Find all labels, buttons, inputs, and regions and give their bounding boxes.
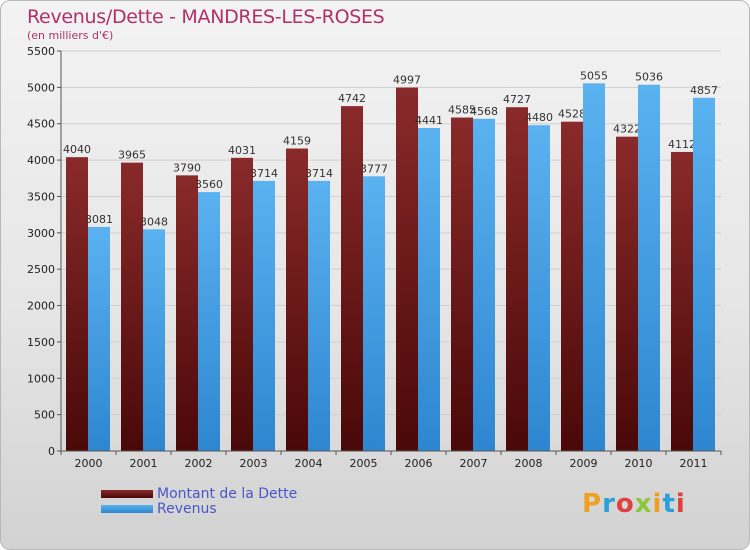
- logo-letter: x: [634, 489, 653, 519]
- data-label-revenus: 5036: [635, 71, 663, 84]
- logo-letter: i: [652, 489, 663, 519]
- data-label-dette: 4112: [668, 138, 696, 151]
- logo-letter: i: [675, 489, 686, 519]
- chart-subtitle: (en milliers d'€): [27, 29, 114, 42]
- proxiti-logo: Proxiti: [582, 489, 686, 519]
- bar-dette: [451, 117, 473, 451]
- x-tick-label: 2008: [515, 457, 543, 470]
- x-tick-label: 2011: [680, 457, 708, 470]
- bar-dette: [561, 121, 583, 451]
- y-tick-label: 1500: [27, 336, 55, 349]
- bar-revenus: [693, 97, 715, 451]
- y-tick-label: 500: [34, 409, 55, 422]
- logo-letter: o: [615, 489, 635, 519]
- legend-swatch-revenus: [101, 505, 153, 513]
- data-label-dette: 3790: [173, 161, 201, 174]
- data-label-revenus: 4857: [690, 84, 718, 97]
- data-label-revenus: 3048: [140, 215, 168, 228]
- data-label-revenus: 3081: [85, 213, 113, 226]
- y-tick-label: 2500: [27, 263, 55, 276]
- bar-revenus: [363, 176, 385, 452]
- x-tick-label: 2002: [185, 457, 213, 470]
- data-label-dette: 3965: [118, 149, 146, 162]
- data-label-dette: 4159: [283, 135, 311, 148]
- x-tick-label: 2006: [405, 457, 433, 470]
- data-label-dette: 4040: [63, 143, 91, 156]
- bar-dette: [66, 157, 88, 451]
- bar-revenus: [308, 180, 330, 451]
- data-label-dette: 4742: [338, 92, 366, 105]
- bar-revenus: [143, 229, 165, 451]
- x-tick-label: 2005: [350, 457, 378, 470]
- y-tick-label: 3000: [27, 227, 55, 240]
- y-tick-label: 4000: [27, 154, 55, 167]
- bar-dette: [396, 87, 418, 451]
- y-tick-label: 5000: [27, 81, 55, 94]
- x-tick-label: 2001: [130, 457, 158, 470]
- data-label-revenus: 3560: [195, 178, 223, 191]
- y-tick-label: 0: [48, 445, 55, 458]
- bars: 4040 3081 3965 3048 3790 3560 4031 3714 4159 3714…: [63, 69, 718, 452]
- bar-dette: [341, 106, 363, 452]
- data-label-revenus: 3714: [305, 167, 333, 180]
- legend-label-revenus: Revenus: [157, 501, 217, 517]
- y-tick-label: 4500: [27, 118, 55, 131]
- y-tick-label: 5500: [27, 45, 55, 58]
- bar-dette: [286, 148, 308, 451]
- data-label-dette: 4997: [393, 74, 421, 87]
- bar-dette: [616, 136, 638, 451]
- data-label-dette: 4322: [613, 123, 641, 136]
- x-tick-label: 2009: [570, 457, 598, 470]
- y-tick-label: 3500: [27, 190, 55, 203]
- legend-swatch-dette: [101, 490, 153, 498]
- data-label-revenus: 4480: [525, 111, 553, 124]
- bar-dette: [176, 175, 198, 451]
- data-label-revenus: 3714: [250, 167, 278, 180]
- data-label-revenus: 4568: [470, 105, 498, 118]
- data-label-dette: 4528: [558, 108, 586, 121]
- data-label-dette: 4031: [228, 144, 256, 157]
- data-label-revenus: 4441: [415, 114, 443, 127]
- grid-lines: [61, 50, 721, 452]
- x-axis: 2000 2001 2002 2003 2004 2005 2006 2007 2008 2009…: [60, 450, 722, 470]
- bar-revenus: [253, 180, 275, 451]
- bar-revenus: [583, 83, 605, 451]
- bar-revenus: [418, 128, 440, 451]
- bar-dette: [231, 157, 253, 451]
- y-tick-label: 2000: [27, 300, 55, 313]
- x-tick-label: 2004: [295, 457, 323, 470]
- data-label-revenus: 3777: [360, 162, 388, 175]
- y-axis: 0 500 1000 1500 2000 2500 3000 3500 4000 4500 5000…: [27, 45, 62, 458]
- bar-revenus: [198, 192, 220, 451]
- bar-revenus: [88, 226, 110, 451]
- bar-dette: [506, 107, 528, 451]
- chart-title: Revenus/Dette - MANDRES-LES-ROSES: [27, 6, 385, 28]
- x-tick-label: 2007: [460, 457, 488, 470]
- x-tick-label: 2003: [240, 457, 268, 470]
- bar-revenus: [528, 125, 550, 451]
- logo-letter: t: [662, 489, 676, 519]
- bar-dette: [121, 162, 143, 452]
- logo-letter: r: [602, 489, 616, 519]
- data-label-dette: 4727: [503, 93, 531, 106]
- bar-revenus: [473, 118, 495, 452]
- x-tick-label: 2000: [75, 457, 103, 470]
- logo-letter: P: [582, 489, 603, 519]
- bar-chart: 0 500 1000 1500 2000 2500 3000 3500 4000 4500 5000…: [27, 45, 722, 470]
- bar-revenus: [638, 84, 660, 451]
- x-tick-label: 2010: [625, 457, 653, 470]
- y-tick-label: 1000: [27, 372, 55, 385]
- data-label-dette: 4585: [448, 104, 476, 117]
- bar-dette: [671, 151, 693, 452]
- data-label-revenus: 5055: [580, 69, 608, 82]
- legend-label-dette: Montant de la Dette: [157, 486, 298, 502]
